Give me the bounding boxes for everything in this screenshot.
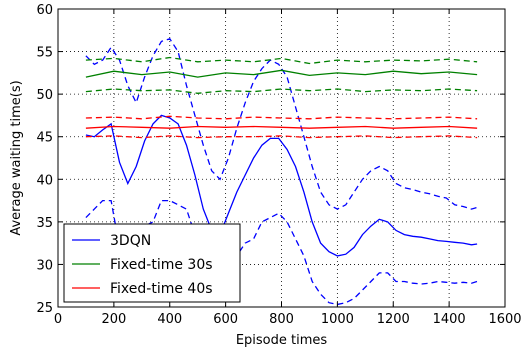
legend-box <box>63 223 241 303</box>
x-tick-label: 1400 <box>433 312 466 327</box>
series-lower-bound-line <box>85 88 478 94</box>
series-lower-bound-line <box>85 199 478 306</box>
series-upper-bound-line <box>85 56 478 65</box>
x-tick-label: 800 <box>269 312 294 327</box>
series-upper-bound-line <box>85 38 478 210</box>
series-mean-line <box>85 125 478 129</box>
axes <box>57 8 506 308</box>
x-tick-label: 400 <box>157 312 182 327</box>
y-tick-label: 35 <box>36 216 53 231</box>
x-tick-label: 1200 <box>377 312 410 327</box>
x-tick-label: 600 <box>213 312 238 327</box>
y-tick-label: 50 <box>36 88 53 103</box>
x-tick-label: 0 <box>54 312 62 327</box>
legend-label: Fixed-time 40s <box>110 281 213 297</box>
series-upper-bound-line <box>85 115 478 120</box>
y-tick-label: 55 <box>36 46 53 61</box>
y-tick-label: 60 <box>36 3 53 18</box>
x-tick-label: 1000 <box>321 312 354 327</box>
y-axis-label: Average waiting time(s) <box>9 80 24 235</box>
series-3 <box>85 115 478 139</box>
y-tick-label: 30 <box>36 258 53 273</box>
tick-labels: 0 200 400 600 800 1000 1200 1400 1600 25 30 35 40 45 5… <box>36 3 521 327</box>
legend-label: 3DQN <box>110 233 151 249</box>
legend: 3DQN Fixed-time 30s Fixed-time 40s <box>63 223 241 303</box>
x-tick-label: 200 <box>101 312 126 327</box>
series-2 <box>85 56 478 94</box>
x-axis-label: Episode times <box>236 333 328 348</box>
y-tick-label: 45 <box>36 131 53 146</box>
y-tick-label: 25 <box>36 301 53 316</box>
series-layer <box>85 38 478 306</box>
x-tick-label: 1600 <box>488 312 521 327</box>
legend-label: Fixed-time 30s <box>110 257 213 273</box>
series-mean-line <box>85 69 478 78</box>
series-mean-line <box>85 114 478 257</box>
series-lower-bound-line <box>85 135 478 139</box>
y-tick-label: 40 <box>36 173 53 188</box>
